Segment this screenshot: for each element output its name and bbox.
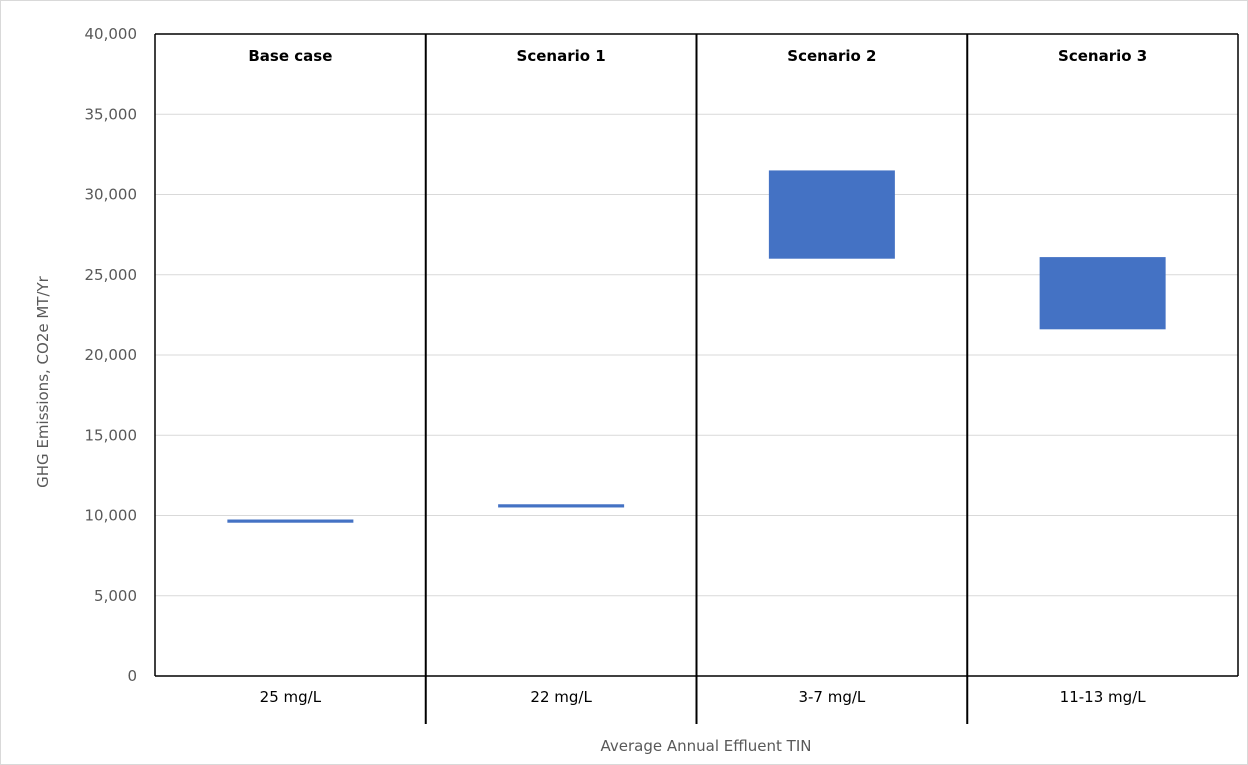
category-label: 25 mg/L [260, 688, 322, 706]
y-tick-label: 25,000 [85, 266, 138, 284]
range-bar [1039, 257, 1166, 330]
y-tick-label: 0 [127, 667, 137, 685]
panel-label: Scenario 3 [1058, 47, 1147, 65]
y-tick-label: 20,000 [85, 346, 138, 364]
y-tick-labels: 0 5,000 10,000 15,000 20,000 25,000 30,000 35,0… [85, 25, 138, 685]
range-bars [227, 170, 1166, 523]
plot-frame [154, 33, 1239, 724]
panel-labels: Base case Scenario 1 Scenario 2 Scenario 3 [248, 47, 1147, 65]
category-label: 22 mg/L [530, 688, 592, 706]
y-tick-label: 30,000 [85, 186, 138, 204]
panel-label: Scenario 2 [787, 47, 876, 65]
y-axis-title: GHG Emissions, CO2e MT/Yr [34, 275, 52, 488]
x-axis-title: Average Annual Effluent TIN [601, 737, 812, 755]
category-labels: 25 mg/L 22 mg/L 3-7 mg/L 11-13 mg/L [260, 688, 1147, 706]
category-label: 11-13 mg/L [1060, 688, 1147, 706]
y-tick-label: 35,000 [85, 105, 138, 123]
y-tick-label: 5,000 [94, 587, 137, 605]
y-tick-label: 40,000 [85, 25, 138, 43]
panel-label: Base case [248, 47, 332, 65]
range-bar [227, 519, 354, 523]
panel-label: Scenario 1 [517, 47, 606, 65]
range-bar [498, 504, 625, 508]
category-label: 3-7 mg/L [798, 688, 865, 706]
y-tick-label: 10,000 [85, 507, 138, 525]
range-bar [768, 170, 895, 259]
y-tick-label: 15,000 [85, 426, 138, 444]
